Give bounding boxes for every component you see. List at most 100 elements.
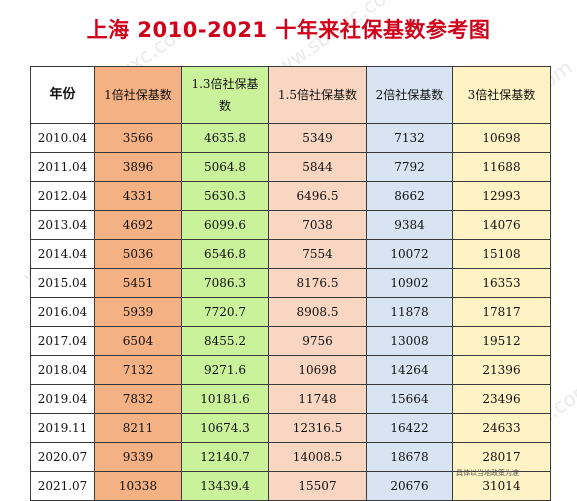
cell-2x: 14264 <box>366 355 453 385</box>
table-row: 2016.04 5939 7720.7 8908.5 11878 17817 <box>30 297 551 327</box>
table-row: 2020.07 9339 12140.7 14008.5 18678 28017 <box>30 442 551 472</box>
table-row: 2010.04 3566 4635.8 5349 7132 10698 <box>30 123 551 153</box>
cell-year: 2019.04 <box>30 384 95 414</box>
cell-1-5x: 15507 <box>268 471 367 501</box>
cell-year: 2016.04 <box>30 297 95 327</box>
header-3x: 3倍社保基数 <box>452 66 551 124</box>
cell-year: 2019.11 <box>30 413 95 443</box>
cell-1-5x: 6496.5 <box>268 181 367 211</box>
cell-1-5x: 10698 <box>268 355 367 385</box>
cell-3x: 17817 <box>452 297 551 327</box>
cell-3x: 14076 <box>452 210 551 240</box>
cell-1-3x: 9271.6 <box>181 355 269 385</box>
cell-3x: 15108 <box>452 239 551 269</box>
cell-1-3x: 6546.8 <box>181 239 269 269</box>
cell-1x: 5036 <box>94 239 182 269</box>
cell-1-3x: 13439.4 <box>181 471 269 501</box>
cell-year: 2017.04 <box>30 326 95 356</box>
cell-1-3x: 5630.3 <box>181 181 269 211</box>
cell-1-5x: 14008.5 <box>268 442 367 472</box>
header-1-5x: 1.5倍社保基数 <box>268 66 367 124</box>
table-body: 2010.04 3566 4635.8 5349 7132 10698 2011.04 389… <box>30 123 551 501</box>
cell-1x: 4692 <box>94 210 182 240</box>
table-row: 2018.04 7132 9271.6 10698 14264 21396 <box>30 355 551 385</box>
cell-1-5x: 8176.5 <box>268 268 367 298</box>
cell-1-3x: 8455.2 <box>181 326 269 356</box>
cell-2x: 16422 <box>366 413 453 443</box>
cell-3x: 12993 <box>452 181 551 211</box>
table-row: 2019.04 7832 10181.6 11748 15664 23496 <box>30 384 551 414</box>
cell-2x: 20676 <box>366 471 453 501</box>
cell-1x: 9339 <box>94 442 182 472</box>
cell-3x: 21396 <box>452 355 551 385</box>
cell-year: 2010.04 <box>30 123 95 153</box>
cell-2x: 8662 <box>366 181 453 211</box>
cell-1-3x: 5064.8 <box>181 152 269 182</box>
cell-3x: 10698 <box>452 123 551 153</box>
cell-year: 2011.04 <box>30 152 95 182</box>
cell-2x: 7792 <box>366 152 453 182</box>
cell-2x: 10072 <box>366 239 453 269</box>
cell-year: 2012.04 <box>30 181 95 211</box>
header-1x: 1倍社保基数 <box>94 66 182 124</box>
cell-year: 2013.04 <box>30 210 95 240</box>
cell-2x: 11878 <box>366 297 453 327</box>
cell-1-3x: 12140.7 <box>181 442 269 472</box>
social-security-base-table: 年份 1倍社保基数 1.3倍社保基数 1.5倍社保基数 2倍社保基数 3倍社保基… <box>30 66 551 501</box>
header-2x: 2倍社保基数 <box>366 66 453 124</box>
cell-1-3x: 10181.6 <box>181 384 269 414</box>
cell-1x: 3896 <box>94 152 182 182</box>
cell-1x: 7132 <box>94 355 182 385</box>
cell-1x: 6504 <box>94 326 182 356</box>
cell-year: 2014.04 <box>30 239 95 269</box>
cell-1x: 5451 <box>94 268 182 298</box>
cell-1-5x: 9756 <box>268 326 367 356</box>
cell-1x: 7832 <box>94 384 182 414</box>
table-row: 2017.04 6504 8455.2 9756 13008 19512 <box>30 326 551 356</box>
cell-1-3x: 4635.8 <box>181 123 269 153</box>
table-row: 2014.04 5036 6546.8 7554 10072 15108 <box>30 239 551 269</box>
cell-3x: 28017 <box>452 442 551 472</box>
page-title: 上海 2010-2021 十年来社保基数参考图 <box>86 18 491 42</box>
cell-1-5x: 8908.5 <box>268 297 367 327</box>
table-row: 2011.04 3896 5064.8 5844 7792 11688 <box>30 152 551 182</box>
cell-1-3x: 6099.6 <box>181 210 269 240</box>
cell-2x: 10902 <box>366 268 453 298</box>
header-1-3x: 1.3倍社保基数 <box>181 66 269 124</box>
cell-3x: 19512 <box>452 326 551 356</box>
table-row: 2013.04 4692 6099.6 7038 9384 14076 <box>30 210 551 240</box>
cell-year: 2021.07 <box>30 471 95 501</box>
cell-3x: 24633 <box>452 413 551 443</box>
cell-3x: 23496 <box>452 384 551 414</box>
cell-3x: 16353 <box>452 268 551 298</box>
footnote: 具体以当地政策为准 <box>456 469 519 477</box>
cell-2x: 15664 <box>366 384 453 414</box>
table-row: 2015.04 5451 7086.3 8176.5 10902 16353 <box>30 268 551 298</box>
cell-1-3x: 7720.7 <box>181 297 269 327</box>
cell-1-5x: 7554 <box>268 239 367 269</box>
cell-2x: 7132 <box>366 123 453 153</box>
cell-3x: 11688 <box>452 152 551 182</box>
cell-year: 2018.04 <box>30 355 95 385</box>
cell-1-5x: 5844 <box>268 152 367 182</box>
cell-1-5x: 7038 <box>268 210 367 240</box>
cell-1-3x: 7086.3 <box>181 268 269 298</box>
cell-1x: 10338 <box>94 471 182 501</box>
cell-1-5x: 11748 <box>268 384 367 414</box>
cell-2x: 9384 <box>366 210 453 240</box>
cell-1x: 8211 <box>94 413 182 443</box>
cell-year: 2015.04 <box>30 268 95 298</box>
cell-1-5x: 12316.5 <box>268 413 367 443</box>
cell-2x: 13008 <box>366 326 453 356</box>
cell-1x: 3566 <box>94 123 182 153</box>
cell-1-3x: 10674.3 <box>181 413 269 443</box>
cell-1x: 4331 <box>94 181 182 211</box>
header-year: 年份 <box>30 66 95 124</box>
table-header-row: 年份 1倍社保基数 1.3倍社保基数 1.5倍社保基数 2倍社保基数 3倍社保基… <box>30 66 551 124</box>
cell-2x: 18678 <box>366 442 453 472</box>
table-row: 2019.11 8211 10674.3 12316.5 16422 24633 <box>30 413 551 443</box>
cell-year: 2020.07 <box>30 442 95 472</box>
cell-1-5x: 5349 <box>268 123 367 153</box>
table-row: 2012.04 4331 5630.3 6496.5 8662 12993 <box>30 181 551 211</box>
cell-1x: 5939 <box>94 297 182 327</box>
